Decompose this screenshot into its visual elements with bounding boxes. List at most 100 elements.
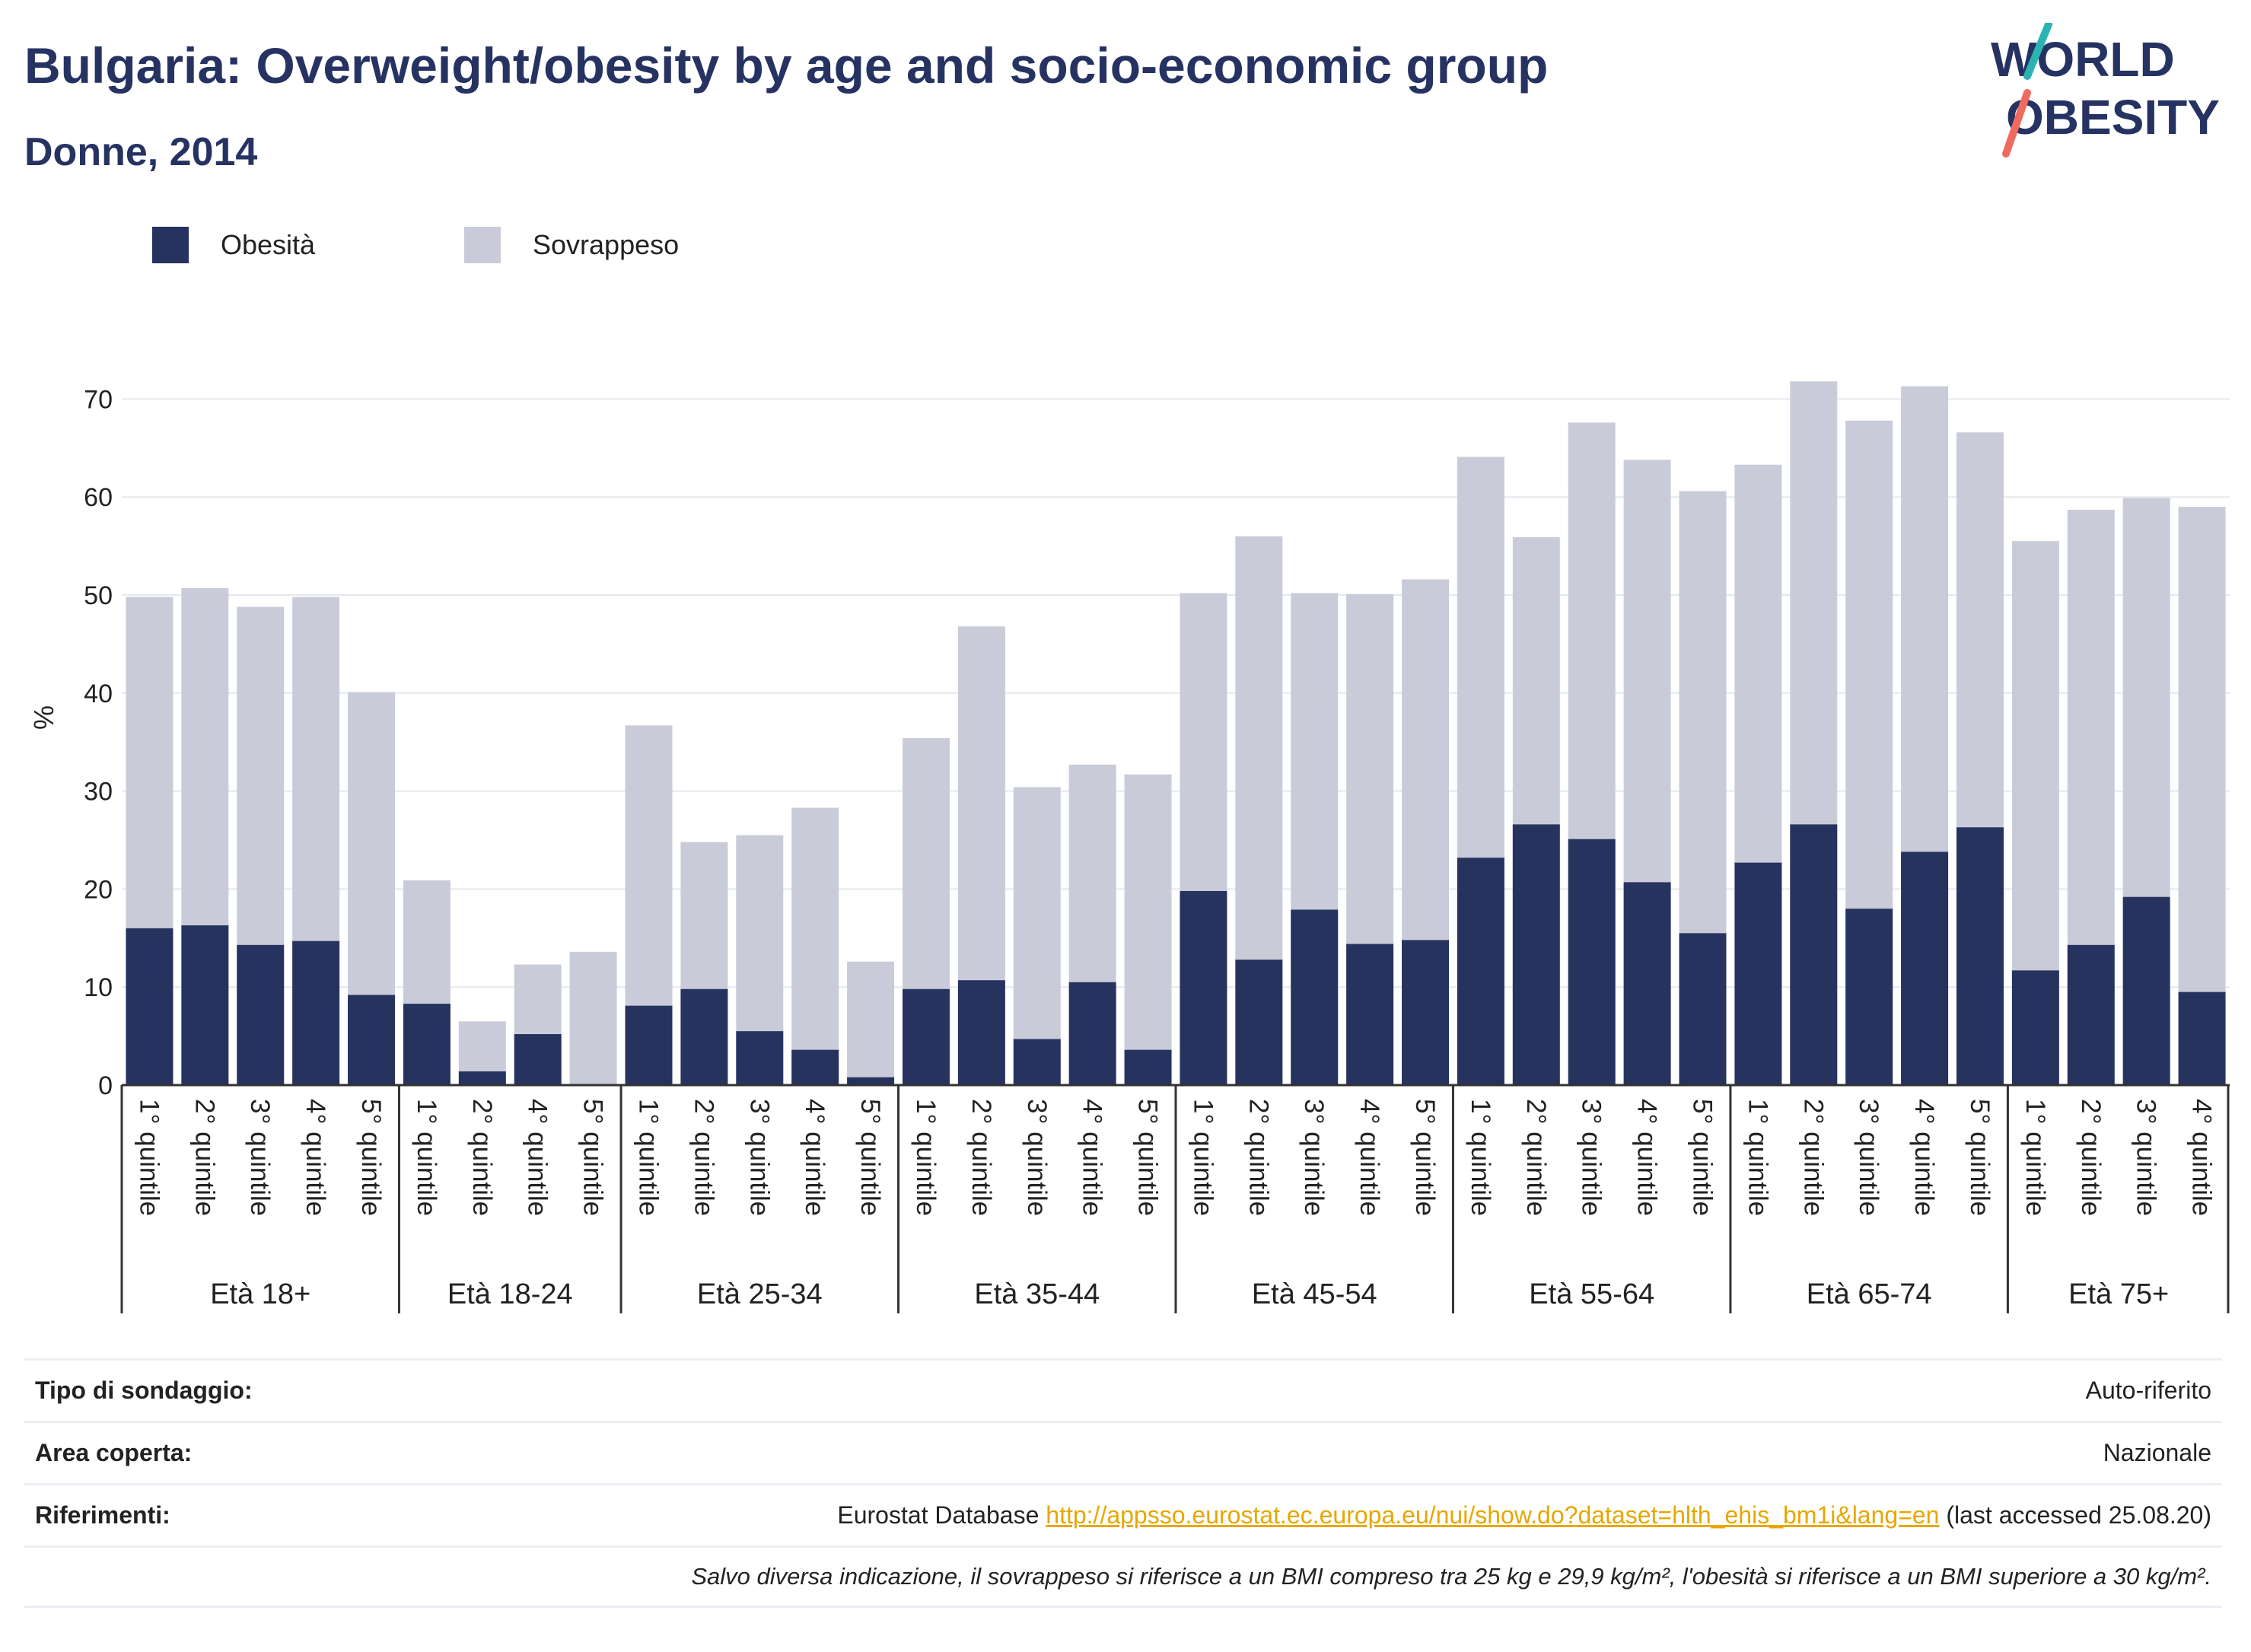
x-tick-label: 3° quintile (1299, 1099, 1329, 1216)
x-tick-label: 4° quintile (301, 1099, 330, 1216)
x-tick-label: 1° quintile (412, 1099, 441, 1216)
bar-obesity (458, 1071, 506, 1085)
survey-type-value: Auto-riferito (2085, 1377, 2211, 1404)
x-tick-label: 3° quintile (2132, 1099, 2161, 1216)
x-tick-label: 4° quintile (523, 1099, 552, 1216)
info-row-survey: Tipo di sondaggio: Auto-riferito (24, 1358, 2222, 1421)
x-tick-label: 5° quintile (356, 1099, 386, 1216)
bar-overweight (569, 951, 617, 1085)
group-label: Età 25-34 (697, 1278, 823, 1310)
x-tick-label: 2° quintile (689, 1099, 718, 1216)
legend-item-overweight: Sovrappeso (464, 225, 679, 265)
bar-obesity (736, 1031, 784, 1085)
bar-obesity (1790, 824, 1838, 1085)
x-tick-label: 5° quintile (1688, 1099, 1718, 1216)
x-tick-label: 4° quintile (1355, 1099, 1384, 1216)
bar-obesity (1623, 882, 1671, 1085)
bar-obesity (791, 1049, 839, 1085)
bar-obesity (2011, 970, 2059, 1085)
bar-obesity (1901, 851, 1949, 1085)
bar-obesity (1402, 940, 1450, 1085)
x-tick-label: 2° quintile (2076, 1099, 2106, 1216)
references-value: Eurostat Database http://appsso.eurostat… (837, 1501, 2211, 1529)
x-tick-label: 1° quintile (911, 1099, 941, 1216)
world-obesity-logo: WORLD OBESITY (1991, 23, 2220, 158)
bar-obesity (902, 988, 950, 1085)
x-tick-label: 2° quintile (1243, 1099, 1273, 1216)
info-table: Tipo di sondaggio: Auto-riferito Area co… (24, 1358, 2222, 1608)
bar-overweight (847, 961, 895, 1085)
bar-obesity (1291, 909, 1339, 1085)
bar-obesity (237, 944, 285, 1085)
bar-obesity (292, 941, 340, 1085)
bar-obesity (348, 995, 396, 1085)
references-prefix: Eurostat Database (837, 1501, 1040, 1529)
x-tick-label: 3° quintile (1577, 1099, 1606, 1216)
group-label: Età 18+ (210, 1278, 310, 1310)
bar-obesity (1679, 933, 1727, 1085)
x-tick-label: 4° quintile (1909, 1099, 1939, 1216)
x-tick-label: 1° quintile (134, 1099, 164, 1216)
bmi-note: Salvo diversa indicazione, il sovrappeso… (691, 1563, 2211, 1590)
y-tick-label: 50 (84, 581, 113, 610)
x-tick-label: 5° quintile (855, 1099, 885, 1216)
x-tick-label: 2° quintile (189, 1099, 219, 1216)
bar-obesity (2178, 992, 2226, 1085)
survey-type-label: Tipo di sondaggio: (35, 1377, 253, 1404)
legend-swatch-overweight (464, 227, 501, 263)
bar-obesity (1734, 862, 1782, 1085)
info-row-area: Area coperta: Nazionale (24, 1421, 2222, 1483)
y-tick-label: 70 (84, 385, 113, 414)
bar-obesity (1346, 944, 1394, 1085)
legend-swatch-obesity (152, 227, 189, 263)
bar-obesity (1180, 890, 1227, 1085)
bar-obesity (181, 925, 229, 1085)
group-label: Età 18-24 (447, 1278, 573, 1310)
group-label: Età 45-54 (1252, 1278, 1377, 1310)
bar-obesity (847, 1077, 895, 1085)
legend-label-obesity: Obesità (221, 229, 316, 260)
x-tick-label: 5° quintile (1410, 1099, 1440, 1216)
references-label: Riferimenti: (35, 1501, 170, 1529)
references-link[interactable]: http://appsso.eurostat.ec.europa.eu/nui/… (1046, 1501, 1940, 1529)
x-tick-label: 4° quintile (1078, 1099, 1107, 1216)
y-tick-label: 20 (84, 875, 113, 904)
bar-overweight (1124, 774, 1172, 1085)
x-tick-label: 3° quintile (744, 1099, 774, 1216)
x-tick-label: 5° quintile (1965, 1099, 1995, 1216)
x-tick-label: 1° quintile (2020, 1099, 2050, 1216)
bar-obesity (1956, 827, 2004, 1085)
chart-subtitle: Donne, 2014 (24, 130, 258, 174)
x-tick-label: 5° quintile (1133, 1099, 1163, 1216)
info-row-references: Riferimenti: Eurostat Database http://ap… (24, 1483, 2222, 1545)
group-label: Età 35-44 (974, 1278, 1100, 1310)
bar-obesity (1457, 858, 1504, 1085)
x-tick-label: 2° quintile (467, 1099, 497, 1216)
logo-line-2: OBESITY (2006, 90, 2220, 145)
references-suffix: (last accessed 25.08.20) (1946, 1501, 2211, 1529)
bar-obesity (2067, 944, 2115, 1085)
x-tick-label: 1° quintile (1743, 1099, 1772, 1216)
stacked-bar-chart: 0 10 20 30 40 50 60 70% 1° quintile 2° quintile 3°… (28, 381, 2230, 1313)
y-tick-label: 60 (84, 483, 113, 512)
legend-item-obesity: Obesità (152, 225, 315, 265)
bar-overweight (2178, 507, 2226, 1085)
logo-line-1: WORLD (1991, 32, 2175, 87)
area-value: Nazionale (2103, 1439, 2211, 1466)
logo-slash-bottom (2002, 89, 2031, 158)
x-tick-label: 2° quintile (1521, 1099, 1551, 1216)
group-label: Età 75+ (2068, 1278, 2169, 1310)
y-axis-label: % (28, 705, 59, 730)
bar-obesity (1845, 909, 1893, 1085)
legend-label-overweight: Sovrappeso (533, 229, 680, 260)
bar-obesity (2122, 896, 2170, 1085)
bar-obesity (680, 988, 728, 1085)
bar-obesity (1124, 1049, 1172, 1085)
x-tick-label: 3° quintile (245, 1099, 275, 1216)
bar-obesity (126, 928, 174, 1085)
bar-obesity (625, 1005, 673, 1085)
y-tick-label: 30 (84, 778, 113, 807)
x-tick-label: 1° quintile (634, 1099, 664, 1216)
x-tick-label: 2° quintile (1798, 1099, 1828, 1216)
bar-obesity (1512, 824, 1560, 1085)
